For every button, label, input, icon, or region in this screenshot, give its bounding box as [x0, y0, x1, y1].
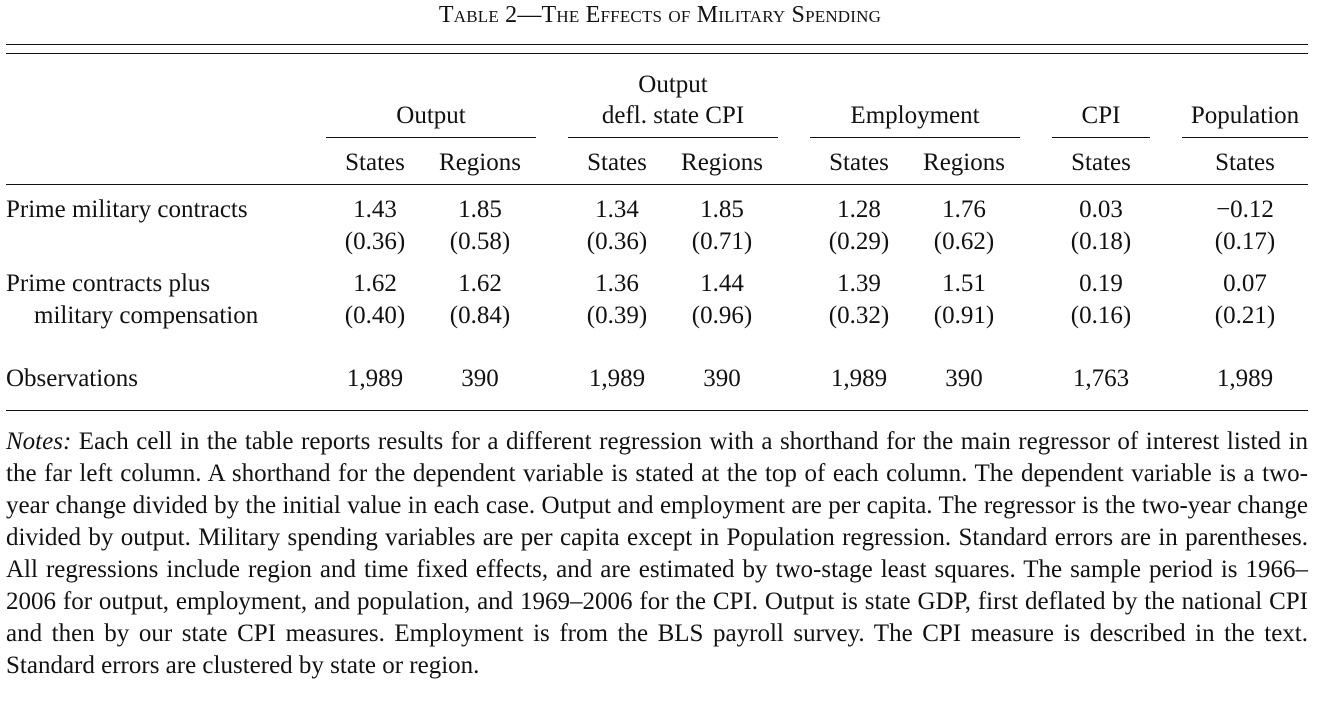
se-cell: (0.39) [586, 302, 648, 329]
group-header-population: Population [1190, 102, 1300, 129]
observations-label: Observations [6, 365, 138, 392]
observations-cell: 390 [461, 365, 499, 392]
coef-cell: 0.19 [1079, 270, 1123, 297]
observations-cell: 1,989 [1216, 365, 1274, 392]
group-header-output-defl-line1: Output [638, 71, 708, 98]
subheader-employment-states: States [829, 149, 889, 176]
subheader-output-regions: Regions [439, 149, 521, 176]
group-underline-cpi [1052, 137, 1150, 138]
row-label: Prime contracts plus [6, 270, 211, 297]
group-underline-employment [810, 137, 1020, 138]
group-underline-output-defl [568, 137, 778, 138]
se-cell: (0.40) [344, 302, 406, 329]
coef-cell: 1.43 [353, 196, 397, 223]
se-cell: (0.91) [933, 302, 995, 329]
coef-cell: 1.34 [595, 196, 639, 223]
notes-lead: Notes: [6, 428, 72, 455]
se-cell: (0.17) [1214, 228, 1276, 255]
row-label: Prime military contracts [6, 196, 248, 223]
group-header-output-defl-line2: defl. state CPI [601, 102, 745, 129]
coef-cell: −0.12 [1216, 196, 1274, 223]
coef-cell: 1.62 [458, 270, 502, 297]
subheader-defl-states: States [587, 149, 647, 176]
subheader-employment-regions: Regions [923, 149, 1005, 176]
subheader-population-states: States [1215, 149, 1275, 176]
observations-cell: 1,989 [588, 365, 646, 392]
group-header-output: Output [396, 102, 466, 129]
se-cell: (0.36) [344, 228, 406, 255]
coef-cell: 1.44 [700, 270, 744, 297]
se-cell: (0.71) [691, 228, 753, 255]
se-cell: (0.96) [691, 302, 753, 329]
notes-text: Each cell in the table reports results f… [6, 428, 1308, 679]
group-header-cpi: CPI [1081, 102, 1121, 129]
coef-cell: 0.07 [1223, 270, 1267, 297]
se-cell: (0.62) [933, 228, 995, 255]
coef-cell: 1.36 [595, 270, 639, 297]
se-cell: (0.16) [1070, 302, 1132, 329]
observations-cell: 1,989 [830, 365, 888, 392]
coef-cell: 1.76 [942, 196, 986, 223]
header-bottom-rule [6, 184, 1308, 185]
row-label-continued: military compensation [34, 302, 259, 329]
se-cell: (0.84) [449, 302, 511, 329]
coef-cell: 1.85 [700, 196, 744, 223]
top-rule-1 [6, 44, 1308, 45]
observations-cell: 1,989 [346, 365, 404, 392]
table-notes: Notes: Each cell in the table reports re… [6, 426, 1308, 682]
se-cell: (0.32) [828, 302, 890, 329]
observations-cell: 1,763 [1072, 365, 1130, 392]
se-cell: (0.21) [1214, 302, 1276, 329]
subheader-defl-regions: Regions [681, 149, 763, 176]
se-cell: (0.18) [1070, 228, 1132, 255]
se-cell: (0.29) [828, 228, 890, 255]
se-cell: (0.36) [586, 228, 648, 255]
coef-cell: 1.39 [837, 270, 881, 297]
subheader-cpi-states: States [1071, 149, 1131, 176]
coef-cell: 0.03 [1079, 196, 1123, 223]
table-bottom-rule [6, 410, 1308, 411]
top-rule-2 [6, 53, 1308, 54]
coef-cell: 1.62 [353, 270, 397, 297]
se-cell: (0.58) [449, 228, 511, 255]
group-underline-population [1182, 137, 1308, 138]
group-underline-output [326, 137, 536, 138]
observations-cell: 390 [703, 365, 741, 392]
group-header-employment: Employment [850, 102, 980, 129]
coef-cell: 1.28 [837, 196, 881, 223]
subheader-output-states: States [345, 149, 405, 176]
observations-cell: 390 [945, 365, 983, 392]
coef-cell: 1.51 [942, 270, 986, 297]
coef-cell: 1.85 [458, 196, 502, 223]
table-title: Table 2—The Effects of Military Spending [438, 2, 882, 28]
